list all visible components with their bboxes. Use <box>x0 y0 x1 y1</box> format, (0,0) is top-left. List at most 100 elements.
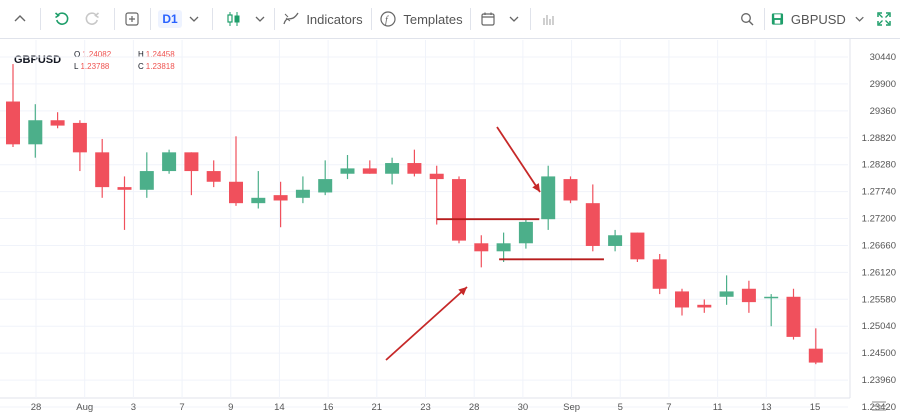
open-label: O <box>74 50 81 59</box>
price-tick-label: 1.26660 <box>862 240 896 251</box>
time-tick-label: 5 <box>618 402 623 413</box>
divider <box>150 8 151 30</box>
indicators-button[interactable]: Indicators <box>280 0 365 38</box>
candles-icon <box>227 12 240 26</box>
undo-button[interactable] <box>50 0 74 38</box>
time-tick-label: Sep <box>563 402 580 413</box>
candle-down <box>117 187 132 190</box>
time-tick-label: 21 <box>372 402 383 413</box>
time-tick-label: 7 <box>666 402 671 413</box>
chevron-down-icon <box>855 16 864 22</box>
arrow-head <box>458 287 467 296</box>
price-tick-label: 1.23960 <box>862 375 896 386</box>
candle-down <box>407 163 422 174</box>
candle-down <box>229 181 243 204</box>
ohlc-low: L 1.23788 <box>74 62 109 71</box>
chart-type-dropdown[interactable] <box>252 0 268 38</box>
close-label: C <box>138 62 144 71</box>
candle-up <box>295 189 310 198</box>
candle-up <box>28 120 43 145</box>
svg-text:f: f <box>385 15 389 26</box>
fullscreen-icon <box>877 12 891 26</box>
replay-button[interactable] <box>538 0 560 38</box>
time-tick-label: 9 <box>228 402 233 413</box>
candle-up <box>251 197 266 204</box>
indicators-icon <box>283 12 299 25</box>
candle-up <box>518 221 533 244</box>
ohlc-high: H 1.24458 <box>138 50 175 59</box>
price-tick-label: 1.25580 <box>862 294 896 305</box>
alert-button[interactable] <box>476 0 500 38</box>
time-tick-label: 28 <box>31 402 42 413</box>
divider <box>470 8 471 30</box>
undo-icon <box>54 12 69 25</box>
candle-up <box>318 179 333 193</box>
candle-down <box>585 203 600 246</box>
candle-down <box>206 171 221 182</box>
candle-up <box>162 152 177 172</box>
price-tick-label: 1.26120 <box>862 267 896 278</box>
symbol-label: GBPUSD <box>790 11 846 27</box>
ohlc-close: C 1.23818 <box>138 62 175 71</box>
chevron-up-icon <box>14 15 26 22</box>
chevron-down-icon <box>189 16 199 22</box>
compare-add-button[interactable] <box>120 0 144 38</box>
time-tick-label: 3 <box>131 402 136 413</box>
candle-up <box>719 291 734 297</box>
divider <box>764 8 765 30</box>
save-icon <box>771 13 784 25</box>
candle-down <box>652 259 667 289</box>
high-value: 1.24458 <box>145 50 175 59</box>
candle-down <box>50 120 65 126</box>
search-button[interactable] <box>736 0 758 38</box>
open-value: 1.24082 <box>82 50 112 59</box>
price-tick-label: 29360 <box>870 106 896 117</box>
annotation-arrow <box>496 126 541 193</box>
price-tick-label: 1.27740 <box>862 187 896 198</box>
collapse-button[interactable] <box>8 0 32 38</box>
candle-down <box>563 179 578 201</box>
interval-button[interactable]: D1 <box>156 0 184 38</box>
low-label: L <box>74 62 79 71</box>
time-tick-label: 14 <box>274 402 285 413</box>
candle-up <box>541 176 556 220</box>
search-icon <box>741 13 754 26</box>
redo-icon <box>85 12 100 25</box>
plus-square-icon <box>125 12 139 26</box>
indicators-label: Indicators <box>306 11 363 27</box>
candle-up <box>496 243 511 252</box>
candle-down <box>452 179 466 241</box>
alert-dropdown[interactable] <box>506 0 522 38</box>
divider <box>114 8 115 30</box>
candle-down <box>184 152 199 172</box>
divider <box>274 8 275 30</box>
annotation-arrow <box>385 286 468 361</box>
axis-settings-icon <box>872 401 886 411</box>
chart-type-button[interactable] <box>222 0 246 38</box>
price-tick-label: 1.28280 <box>862 160 896 171</box>
divider <box>371 8 372 30</box>
candle-down <box>95 152 110 188</box>
chevron-down-icon <box>509 16 519 22</box>
price-tick-label: 1.24500 <box>862 348 896 359</box>
candle-down <box>474 243 489 252</box>
price-tick-label: 1.27200 <box>862 214 896 225</box>
candle-up <box>385 163 400 174</box>
fullscreen-button[interactable] <box>872 0 896 38</box>
time-tick-label: 11 <box>713 402 723 413</box>
time-tick-label: 28 <box>469 402 480 413</box>
chevron-down-icon <box>255 16 265 22</box>
ohlc-open: O 1.24082 <box>74 50 111 59</box>
candle-down <box>72 122 87 153</box>
candle-down <box>273 195 288 201</box>
symbol-selector[interactable]: GBPUSD <box>770 0 865 38</box>
candle-up <box>608 235 623 246</box>
templates-icon: f <box>380 11 396 27</box>
templates-button[interactable]: f Templates <box>376 0 466 38</box>
interval-dropdown[interactable] <box>186 0 202 38</box>
redo-button[interactable] <box>80 0 104 38</box>
top-toolbar: D1 Indicators f Templates GBPUSD <box>0 0 900 39</box>
candle-down <box>362 168 377 174</box>
time-tick-label: 23 <box>420 402 431 413</box>
